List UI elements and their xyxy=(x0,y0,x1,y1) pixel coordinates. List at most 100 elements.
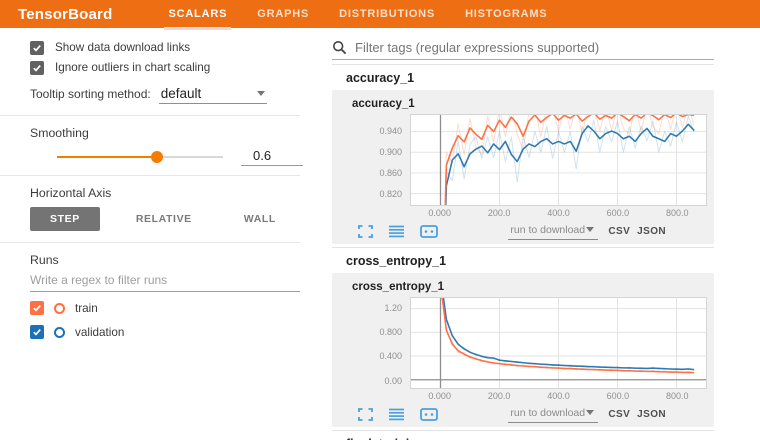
accuracy-chart-plot[interactable] xyxy=(410,114,707,206)
y-tick-label: 1.20 xyxy=(384,302,402,313)
tag-filter-row xyxy=(332,40,714,60)
train-color-swatch-icon[interactable] xyxy=(54,302,65,314)
log-scale-lines-icon[interactable] xyxy=(389,225,404,238)
checkmark-icon xyxy=(33,64,41,72)
download-links: CSV JSON xyxy=(608,409,666,420)
fit-domain-icon[interactable] xyxy=(420,408,438,421)
horizontal-axis-label: Horizontal Axis xyxy=(30,186,112,200)
validation-smoothed-line xyxy=(442,298,695,371)
settings-sidebar: Show data download links Ignore outliers… xyxy=(0,28,306,440)
train-run-label: train xyxy=(75,301,98,315)
y-tick-label: 0.900 xyxy=(379,147,402,158)
validation-checkbox[interactable] xyxy=(30,325,44,339)
y-tick-label: 0.820 xyxy=(379,189,402,200)
y-tick-label: 0.400 xyxy=(379,351,402,362)
chevron-down-icon xyxy=(586,226,595,232)
chart-title: accuracy_1 xyxy=(352,98,415,110)
run-to-download-dropdown[interactable]: run to download xyxy=(508,224,599,240)
json-download-link[interactable]: JSON xyxy=(637,226,666,237)
chart-card-cross-entropy: cross_entropy_1 0.00 0.400 0.800 1.20 0.00 0… xyxy=(332,273,714,427)
tab-scalars[interactable]: SCALARS xyxy=(164,1,231,30)
chart-toolbar xyxy=(358,225,438,238)
x-tick-label: 600.0 xyxy=(606,208,630,218)
csv-download-link[interactable]: CSV xyxy=(608,226,631,237)
y-tick-label: 0.00 xyxy=(384,375,402,386)
chart-area: 0.00 0.400 0.800 1.20 xyxy=(332,297,714,389)
divider xyxy=(0,115,300,116)
chart-card-footer: run to download CSV JSON xyxy=(332,402,714,427)
smoothing-value-input[interactable] xyxy=(241,148,303,166)
runs-filter-input[interactable] xyxy=(30,273,300,292)
dashboard-main: accuracy_1 accuracy_1 0.820 0.860 0.900 0.9… xyxy=(306,28,760,440)
smoothing-label: Smoothing xyxy=(30,126,89,140)
tooltip-sorting-value: default xyxy=(160,86,202,101)
ignore-outliers-label: Ignore outliers in chart scaling xyxy=(55,61,211,74)
chart-card-accuracy: accuracy_1 0.820 0.860 0.900 0.940 0.000 200… xyxy=(332,90,714,244)
x-axis-ticks: 0.000 200.0 400.0 600.0 800.0 xyxy=(410,389,707,402)
horizontal-axis-buttons: STEP RELATIVE WALL xyxy=(0,207,306,231)
checkmark-icon xyxy=(33,305,41,312)
smoothing-slider[interactable] xyxy=(57,151,223,163)
tab-distributions[interactable]: DISTRIBUTIONS xyxy=(339,8,436,20)
expand-chart-icon[interactable] xyxy=(358,225,373,238)
x-tick-label: 400.0 xyxy=(547,208,570,218)
tooltip-sorting-row: Tooltip sorting method: default xyxy=(0,85,306,104)
expand-chart-icon[interactable] xyxy=(358,408,373,421)
tag-group-header-accuracy[interactable]: accuracy_1 xyxy=(332,64,714,90)
tag-group-header-final-training-ops[interactable]: final_training_ops xyxy=(332,430,714,440)
y-tick-label: 0.940 xyxy=(379,125,402,136)
validation-smoothed-line xyxy=(445,123,695,205)
nav-tabs: SCALARS GRAPHS DISTRIBUTIONS HISTOGRAMS xyxy=(164,1,549,30)
download-links: CSV JSON xyxy=(608,226,666,237)
chevron-down-icon xyxy=(256,91,265,96)
train-smoothed-line xyxy=(441,298,695,374)
y-axis-ticks: 0.820 0.860 0.900 0.940 xyxy=(332,114,410,206)
chart-title: cross_entropy_1 xyxy=(352,281,445,293)
run-to-download-dropdown[interactable]: run to download xyxy=(508,406,599,423)
search-icon xyxy=(332,40,347,55)
x-tick-label: 400.0 xyxy=(547,391,570,401)
tooltip-sorting-label: Tooltip sorting method: xyxy=(30,87,151,101)
log-scale-lines-icon[interactable] xyxy=(389,408,404,421)
top-app-bar: TensorBoard SCALARS GRAPHS DISTRIBUTIONS… xyxy=(0,0,760,30)
chart-toolbar xyxy=(358,408,438,421)
y-tick-label: 0.800 xyxy=(379,327,402,338)
tab-histograms[interactable]: HISTOGRAMS xyxy=(465,8,548,20)
smoothing-row xyxy=(0,148,306,166)
json-download-link[interactable]: JSON xyxy=(637,409,666,420)
runs-label: Runs xyxy=(30,253,59,267)
chart-area: 0.820 0.860 0.900 0.940 xyxy=(332,114,714,206)
x-tick-label: 200.0 xyxy=(487,391,511,401)
tab-graphs[interactable]: GRAPHS xyxy=(257,8,310,20)
ignore-outliers-row: Ignore outliers in chart scaling xyxy=(0,59,306,76)
validation-color-swatch-icon[interactable] xyxy=(54,326,65,338)
divider xyxy=(0,242,300,243)
axis-step-button[interactable]: STEP xyxy=(30,207,100,231)
x-tick-label: 600.0 xyxy=(606,391,630,401)
x-tick-label: 200.0 xyxy=(487,208,511,218)
axis-wall-button[interactable]: WALL xyxy=(243,213,276,225)
ignore-outliers-checkbox[interactable] xyxy=(30,60,44,75)
chart-card-footer: run to download CSV JSON xyxy=(332,219,714,244)
x-tick-label: 800.0 xyxy=(666,208,689,218)
train-smoothed-line xyxy=(444,115,695,205)
run-row-validation: validation xyxy=(0,324,306,340)
run-to-download-label: run to download xyxy=(510,406,586,419)
cross-entropy-chart-plot[interactable] xyxy=(410,297,707,389)
train-raw-line xyxy=(444,115,695,205)
csv-download-link[interactable]: CSV xyxy=(608,409,631,420)
tooltip-sorting-dropdown[interactable]: default xyxy=(158,85,267,104)
app-title: TensorBoard xyxy=(18,5,113,23)
x-tick-label: 0.000 xyxy=(428,208,451,218)
tag-filter-input[interactable] xyxy=(355,40,714,55)
smoothing-thumb[interactable] xyxy=(150,151,163,163)
show-download-links-checkbox[interactable] xyxy=(30,40,44,55)
tag-group-header-cross-entropy[interactable]: cross_entropy_1 xyxy=(332,247,714,273)
checkmark-icon xyxy=(33,44,41,52)
fit-domain-icon[interactable] xyxy=(420,225,438,238)
axis-relative-button[interactable]: RELATIVE xyxy=(135,213,192,225)
run-row-train: train xyxy=(0,300,306,316)
x-axis-ticks: 0.000 200.0 400.0 600.0 800.0 xyxy=(410,206,707,219)
train-checkbox[interactable] xyxy=(30,301,44,315)
divider xyxy=(0,175,300,176)
